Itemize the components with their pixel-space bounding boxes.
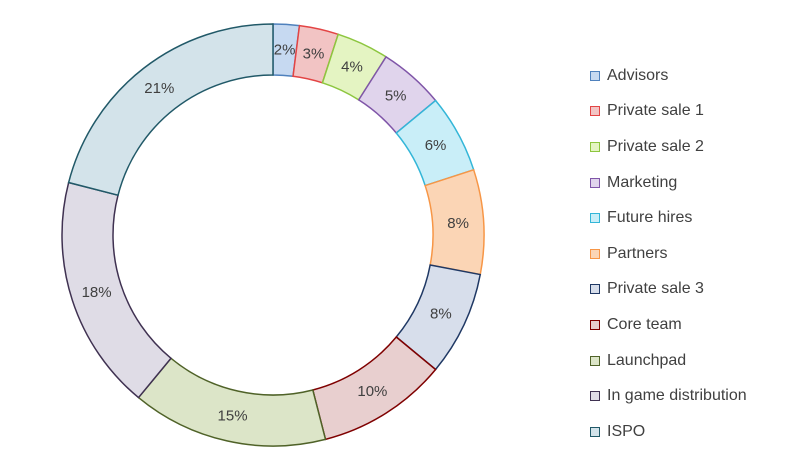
legend-label: Private sale 3: [607, 280, 704, 298]
slice-label-ispo: 21%: [144, 80, 174, 97]
slice-label-partners: 8%: [447, 215, 469, 232]
legend-label: Private sale 1: [607, 102, 704, 120]
chart-legend: Advisors Private sale 1 Private sale 2 Mark…: [590, 58, 800, 450]
legend-label: Launchpad: [607, 351, 687, 369]
legend-swatch: [590, 391, 600, 402]
slice-label-future-hires: 6%: [425, 137, 447, 154]
legend-item-future-hires: Future hires: [590, 200, 800, 236]
legend-label: Marketing: [607, 173, 678, 191]
legend-item-core-team: Core team: [590, 307, 800, 343]
slice-label-core-team: 10%: [357, 383, 387, 400]
slice-label-advisors: 2%: [274, 41, 296, 58]
donut-labels: 2% 3% 4% 5% 6% 8% 8% 10% 15% 18% 21%: [82, 41, 469, 424]
legend-label: Partners: [607, 244, 668, 262]
legend-label: Core team: [607, 315, 682, 333]
legend-swatch: [590, 70, 600, 81]
slice-label-launchpad: 15%: [218, 408, 248, 425]
legend-swatch: [590, 106, 600, 117]
legend-swatch: [590, 319, 600, 330]
legend-swatch: [590, 213, 600, 224]
legend-label: Private sale 2: [607, 137, 704, 155]
legend-item-private-sale-3: Private sale 3: [590, 272, 800, 308]
legend-swatch: [590, 177, 600, 188]
slice-ispo: [67, 23, 274, 197]
legend-item-ispo: ISPO: [590, 414, 800, 450]
slice-launchpad: [137, 357, 327, 447]
slice-label-private-sale-1: 3%: [303, 45, 325, 62]
legend-item-marketing: Marketing: [590, 165, 800, 201]
slice-label-private-sale-3: 8%: [430, 305, 452, 322]
donut-slices: [61, 23, 485, 447]
legend-item-private-sale-2: Private sale 2: [590, 129, 800, 165]
slice-label-private-sale-2: 4%: [341, 59, 363, 76]
legend-item-advisors: Advisors: [590, 58, 800, 94]
legend-swatch: [590, 284, 600, 295]
legend-swatch: [590, 355, 600, 366]
legend-swatch: [590, 426, 600, 437]
legend-label: ISPO: [607, 422, 646, 440]
slice-in-game-distribution: [61, 181, 173, 399]
legend-swatch: [590, 248, 600, 259]
slice-label-in-game-distribution: 18%: [82, 284, 112, 301]
legend-label: Future hires: [607, 209, 693, 227]
legend-item-private-sale-1: Private sale 1: [590, 94, 800, 130]
legend-swatch: [590, 141, 600, 152]
legend-label: In game distribution: [607, 387, 747, 405]
legend-item-launchpad: Launchpad: [590, 343, 800, 379]
legend-label: Advisors: [607, 66, 669, 84]
slice-label-marketing: 5%: [385, 87, 407, 104]
legend-item-in-game-distribution: In game distribution: [590, 378, 800, 414]
legend-item-partners: Partners: [590, 236, 800, 272]
